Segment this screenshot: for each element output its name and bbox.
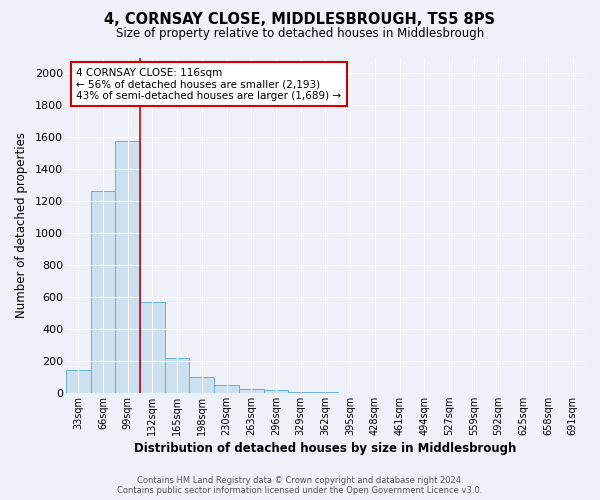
Text: 4, CORNSAY CLOSE, MIDDLESBROUGH, TS5 8PS: 4, CORNSAY CLOSE, MIDDLESBROUGH, TS5 8PS [104, 12, 496, 28]
X-axis label: Distribution of detached houses by size in Middlesbrough: Distribution of detached houses by size … [134, 442, 517, 455]
Y-axis label: Number of detached properties: Number of detached properties [15, 132, 28, 318]
Bar [91, 191, 115, 393]
Bar [313, 392, 338, 393]
Bar [115, 140, 140, 393]
Bar [140, 302, 165, 393]
Text: Size of property relative to detached houses in Middlesbrough: Size of property relative to detached ho… [116, 28, 484, 40]
Bar [263, 390, 289, 393]
Bar [66, 370, 91, 393]
Bar [289, 392, 313, 393]
Text: Contains HM Land Registry data © Crown copyright and database right 2024.
Contai: Contains HM Land Registry data © Crown c… [118, 476, 482, 495]
Bar [214, 385, 239, 393]
Bar [165, 358, 190, 393]
Text: 4 CORNSAY CLOSE: 116sqm
← 56% of detached houses are smaller (2,193)
43% of semi: 4 CORNSAY CLOSE: 116sqm ← 56% of detache… [76, 68, 341, 101]
Bar [239, 389, 263, 393]
Bar [190, 377, 214, 393]
